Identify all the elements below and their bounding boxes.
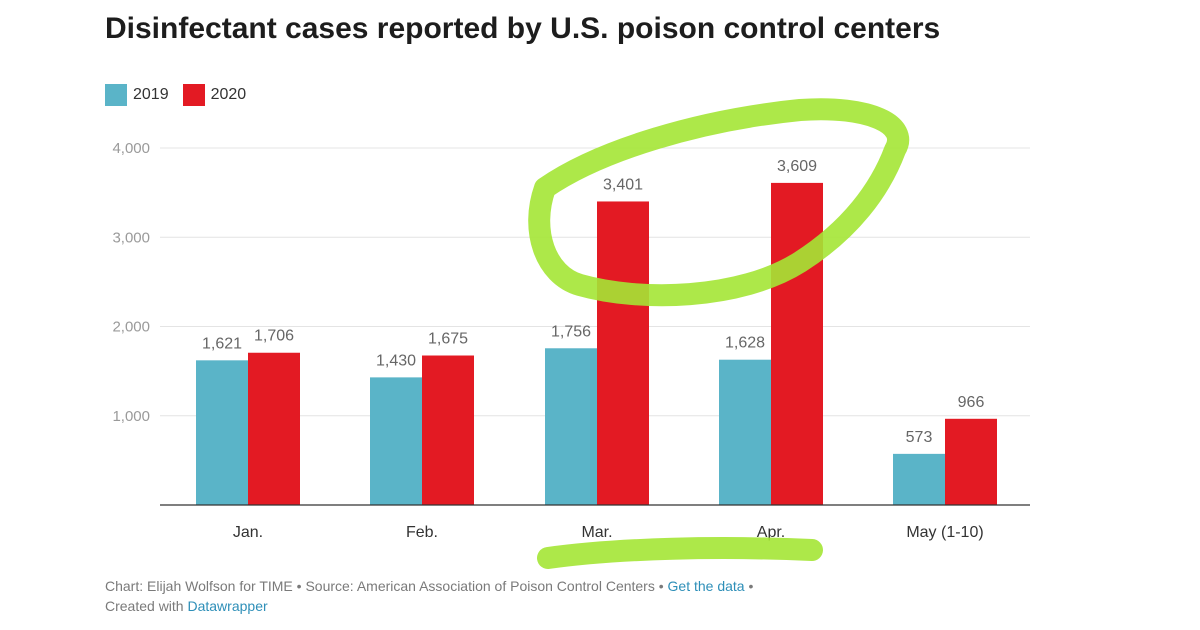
value-label-2019-4: 573 [906,429,933,446]
bar-2019-3 [719,359,771,505]
x-tick-label-3: Apr. [757,524,785,541]
highlight-underline-annotation [537,537,823,569]
bar-2019-4 [893,453,945,505]
value-label-2019-0: 1,621 [202,335,242,352]
legend-item-2019: 2019 [105,84,169,106]
legend-swatch-2019 [105,84,127,106]
x-tick-label-0: Jan. [233,524,263,541]
x-tick-label-4: May (1-10) [906,524,983,541]
value-label-2020-1: 1,675 [428,331,468,348]
value-label-2019-3: 1,628 [725,335,765,352]
chart-legend: 2019 2020 [105,84,246,106]
highlight-circle-annotation [528,98,910,307]
value-label-2020-2: 3,401 [603,176,643,193]
chart-title: Disinfectant cases reported by U.S. pois… [105,12,941,45]
footer-credit: Chart: Elijah Wolfson for TIME • Source:… [105,578,668,594]
chart-footer: Chart: Elijah Wolfson for TIME • Source:… [105,576,753,616]
footer-created-with: Created with [105,598,188,614]
y-tick-label-2000: 2,000 [112,319,150,336]
bar-2020-3 [771,182,823,506]
legend-label-2020: 2020 [210,86,247,103]
legend-label-2019: 2019 [133,86,169,103]
y-tick-label-3000: 3,000 [112,229,150,246]
bar-2019-2 [545,348,597,505]
footer-separator: • [744,578,754,594]
x-tick-label-1: Feb. [406,524,438,541]
bar-2019-1 [370,377,422,505]
bar-2020-2 [597,201,649,505]
bar-2020-4 [945,418,997,505]
value-label-2019-2: 1,756 [551,323,591,340]
bar-2020-1 [422,355,474,505]
value-label-2020-4: 966 [958,394,985,411]
bar-2020-0 [248,352,300,505]
get-the-data-link[interactable]: Get the data [667,578,745,594]
value-label-2020-3: 3,609 [777,158,817,175]
y-tick-label-4000: 4,000 [112,140,150,157]
datawrapper-link[interactable]: Datawrapper [187,598,268,614]
x-tick-label-2: Mar. [581,524,612,541]
y-tick-label-1000: 1,000 [112,408,150,425]
bar-2019-0 [196,360,248,505]
value-label-2019-1: 1,430 [376,352,416,369]
legend-swatch-2020 [182,84,205,106]
value-label-2020-0: 1,706 [254,328,294,345]
legend-item-2020: 2020 [182,84,247,106]
